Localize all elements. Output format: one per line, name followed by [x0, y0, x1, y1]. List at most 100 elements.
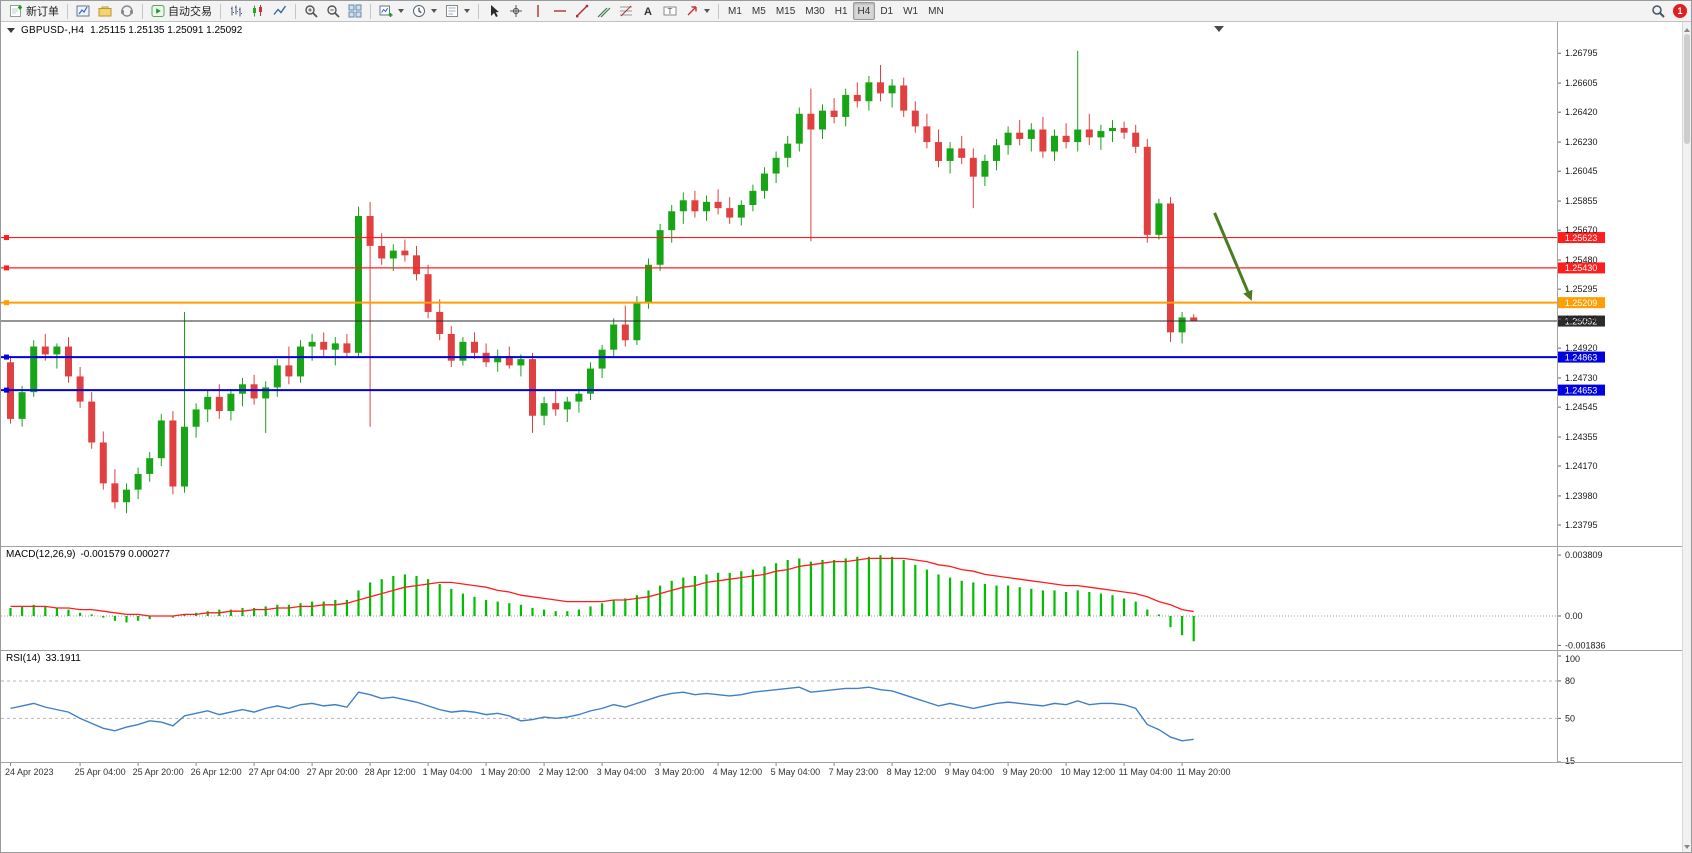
resistance-line-2[interactable]	[1, 265, 1557, 271]
candle	[308, 341, 316, 347]
one-click-trading-toggle-icon[interactable]	[7, 28, 15, 33]
timeframe-d1-button[interactable]: D1	[880, 5, 894, 17]
candle	[726, 208, 734, 218]
svg-text:25 Apr 20:00: 25 Apr 20:00	[133, 767, 184, 777]
candle	[1016, 132, 1024, 139]
candle	[877, 82, 884, 94]
new-order-button[interactable]: 新订单	[5, 2, 63, 20]
line-chart-mode-button[interactable]	[269, 2, 291, 20]
macd-name: MACD(12,26,9)	[6, 549, 76, 560]
periods-button[interactable]	[408, 2, 441, 20]
candle	[842, 94, 850, 117]
timeframe-m15-button[interactable]: M15	[775, 5, 796, 17]
cursor-button[interactable]	[483, 2, 505, 20]
arrows-button[interactable]	[681, 2, 714, 20]
svg-text:1.25480: 1.25480	[1565, 255, 1598, 265]
autotrading-icon	[151, 5, 165, 17]
text-button[interactable]: A	[637, 2, 659, 20]
vline-icon	[537, 5, 539, 17]
candle	[192, 409, 200, 427]
candle	[227, 393, 235, 412]
search-button[interactable]	[1647, 2, 1669, 20]
support-line-1[interactable]	[1, 354, 1557, 360]
timeframe-m5-button[interactable]: M5	[751, 5, 766, 17]
candle	[1132, 132, 1140, 147]
equidistant-channel-button[interactable]	[593, 2, 615, 20]
rsi-label: RSI(14) 33.1911	[6, 653, 81, 664]
support-line-2[interactable]	[1, 387, 1557, 393]
timeframe-m1-button[interactable]: M1	[728, 5, 742, 17]
rsi-line	[10, 686, 1194, 742]
horizontal-line-button[interactable]	[549, 2, 571, 20]
timeframe-m30-button[interactable]: M30	[805, 5, 825, 17]
text-label-button[interactable]: T	[659, 2, 681, 20]
charts-button[interactable]	[72, 2, 94, 20]
timeframe-h1-button[interactable]: H1	[834, 5, 848, 17]
line-handle[interactable]	[4, 354, 9, 360]
candlestick-mode-button[interactable]	[247, 2, 269, 20]
candle	[958, 148, 966, 158]
timeframe-w1-button[interactable]: W1	[903, 5, 919, 17]
price-badge: 1.24653	[1558, 384, 1605, 396]
chart-canvas[interactable]: 1.25623 1.25430 1.25209 1.25092 1.24863 1.246…	[1, 22, 1684, 853]
candle	[865, 82, 873, 102]
candle	[830, 110, 838, 117]
svg-text:1.25295: 1.25295	[1565, 284, 1598, 294]
candle	[1027, 129, 1035, 139]
time-axis[interactable]: 24 Apr 2023 25 Apr 04:00 25 Apr 20:00 26 Ap…	[5, 763, 1230, 777]
candle	[575, 393, 583, 402]
candle	[645, 264, 652, 303]
zoom-in-icon	[305, 5, 318, 18]
candle	[297, 346, 304, 377]
trendline-button[interactable]	[571, 2, 593, 20]
line-icon	[273, 5, 287, 15]
zoom-out-button[interactable]	[322, 2, 344, 20]
bar-chart-mode-button[interactable]	[225, 2, 247, 20]
svg-text:1.26045: 1.26045	[1565, 166, 1598, 176]
candle	[447, 333, 455, 361]
chart-shift-marker-icon[interactable]	[1214, 26, 1224, 32]
dropdown-caret-icon	[431, 9, 437, 13]
timeframe-mn-button[interactable]: MN	[928, 5, 944, 17]
new-chart-icon	[379, 5, 393, 17]
resistance-line-1[interactable]	[1, 235, 1557, 241]
svg-text:0.00: 0.00	[1565, 611, 1583, 621]
chart-symbol-period: GBPUSD-,H4	[21, 25, 85, 36]
timeframe-h4-button[interactable]: H4	[852, 2, 876, 20]
line-handle[interactable]	[4, 235, 9, 241]
price-axis[interactable]: 1.26795 1.26605 1.26420 1.26230 1.26045 1.258…	[1557, 48, 1598, 530]
chart-ohlc-values: 1.25115 1.25135 1.25091 1.25092	[90, 25, 243, 36]
candle	[737, 204, 745, 218]
candle	[262, 387, 270, 399]
market-watch-button[interactable]	[116, 2, 138, 20]
vertical-scrollbar[interactable]	[1682, 22, 1691, 852]
svg-text:1.25209: 1.25209	[1565, 298, 1598, 308]
zoom-in-button[interactable]	[300, 2, 322, 20]
scroll-up-icon[interactable]	[1684, 25, 1690, 35]
vertical-line-button[interactable]	[527, 2, 549, 20]
line-handle[interactable]	[4, 300, 9, 306]
line-handle[interactable]	[4, 387, 9, 393]
profiles-icon	[98, 6, 112, 17]
candle	[401, 250, 409, 256]
label-icon: T	[663, 6, 677, 16]
trend-arrow-object[interactable]	[1213, 212, 1253, 301]
svg-text:8 May 12:00: 8 May 12:00	[887, 767, 937, 777]
candle	[355, 216, 362, 353]
line-handle[interactable]	[4, 265, 9, 271]
fibonacci-button[interactable]	[615, 2, 637, 20]
crosshair-button[interactable]	[505, 2, 527, 20]
scrollbar-thumb[interactable]	[1684, 34, 1690, 144]
candle	[1155, 203, 1163, 235]
svg-text:5 May 04:00: 5 May 04:00	[771, 767, 821, 777]
templates-button[interactable]	[441, 2, 474, 20]
profiles-button[interactable]	[94, 2, 116, 20]
autotrading-button[interactable]: 自动交易	[147, 2, 216, 20]
notifications-badge[interactable]: 1	[1673, 4, 1687, 18]
candle	[761, 173, 768, 191]
candle	[563, 401, 571, 410]
pivot-line[interactable]	[1, 300, 1557, 306]
new-chart-button[interactable]	[375, 2, 408, 20]
tile-windows-button[interactable]	[344, 2, 366, 20]
